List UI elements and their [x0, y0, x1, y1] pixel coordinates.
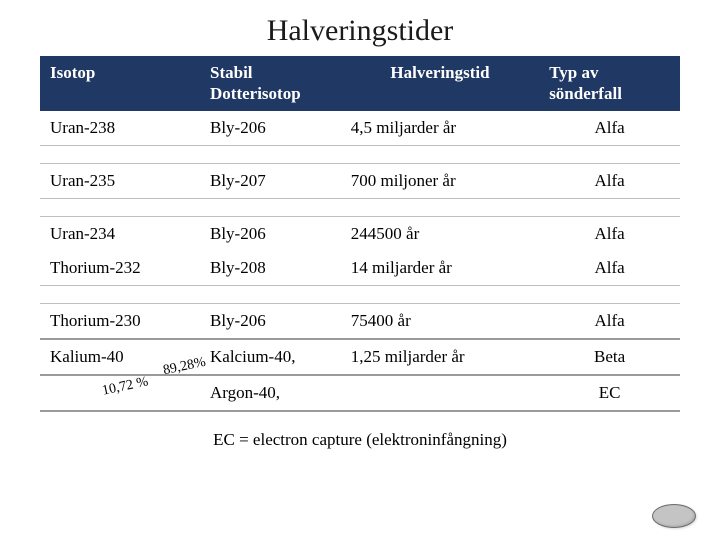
page-title: Halveringstider	[0, 0, 720, 56]
cell-halv	[341, 375, 539, 411]
cell-typ: EC	[539, 375, 680, 411]
table-row: 10,72 % Argon-40, EC	[40, 375, 680, 411]
cell-typ: Beta	[539, 339, 680, 375]
cell-typ: Alfa	[539, 111, 680, 146]
cell-halv: 1,25 miljarder år	[341, 339, 539, 375]
branch-annotation: 10,72 %	[101, 373, 150, 400]
cell-halv: 75400 år	[341, 303, 539, 339]
cell-typ: Alfa	[539, 303, 680, 339]
cell-halv: 14 miljarder år	[341, 251, 539, 286]
cell-isotop: Thorium-230	[40, 303, 200, 339]
col-header-halv: Halveringstid	[341, 56, 539, 111]
cell-isotop: Uran-238	[40, 111, 200, 146]
cell-dotter: Bly-206	[200, 216, 341, 251]
spacer-row	[40, 145, 680, 163]
spacer-row	[40, 198, 680, 216]
nav-ellipse-icon	[652, 504, 696, 528]
cell-isotop: Uran-235	[40, 163, 200, 198]
cell-typ: Alfa	[539, 216, 680, 251]
cell-isotop: 10,72 %	[40, 375, 200, 411]
cell-typ: Alfa	[539, 163, 680, 198]
table-row: Kalium-4089,28%Kalcium-40,1,25 miljarder…	[40, 339, 680, 375]
table-header-row: Isotop Stabil Dotterisotop Halveringstid…	[40, 56, 680, 111]
cell-dotter: Argon-40,	[200, 375, 341, 411]
spacer-row	[40, 285, 680, 303]
col-header-dotter: Stabil Dotterisotop	[200, 56, 341, 111]
cell-isotop: Kalium-4089,28%	[40, 339, 200, 375]
cell-dotter: Bly-207	[200, 163, 341, 198]
cell-isotop: Thorium-232	[40, 251, 200, 286]
table-row: Uran-238Bly-2064,5 miljarder årAlfa	[40, 111, 680, 146]
cell-isotop: Uran-234	[40, 216, 200, 251]
cell-halv: 700 miljoner år	[341, 163, 539, 198]
cell-halv: 244500 år	[341, 216, 539, 251]
cell-dotter: Kalcium-40,	[200, 339, 341, 375]
col-header-typ: Typ av sönderfall	[539, 56, 680, 111]
cell-typ: Alfa	[539, 251, 680, 286]
cell-dotter: Bly-206	[200, 303, 341, 339]
cell-halv: 4,5 miljarder år	[341, 111, 539, 146]
table-row: Thorium-230Bly-20675400 årAlfa	[40, 303, 680, 339]
halflife-table: Isotop Stabil Dotterisotop Halveringstid…	[40, 56, 680, 412]
table-row: Uran-235Bly-207700 miljoner årAlfa	[40, 163, 680, 198]
cell-dotter: Bly-208	[200, 251, 341, 286]
table-row: Uran-234Bly-206244500 årAlfa	[40, 216, 680, 251]
table-region: Isotop Stabil Dotterisotop Halveringstid…	[40, 56, 680, 412]
col-header-isotop: Isotop	[40, 56, 200, 111]
cell-dotter: Bly-206	[200, 111, 341, 146]
footnote: EC = electron capture (elektroninfångnin…	[0, 430, 720, 450]
table-row: Thorium-232Bly-20814 miljarder årAlfa	[40, 251, 680, 286]
